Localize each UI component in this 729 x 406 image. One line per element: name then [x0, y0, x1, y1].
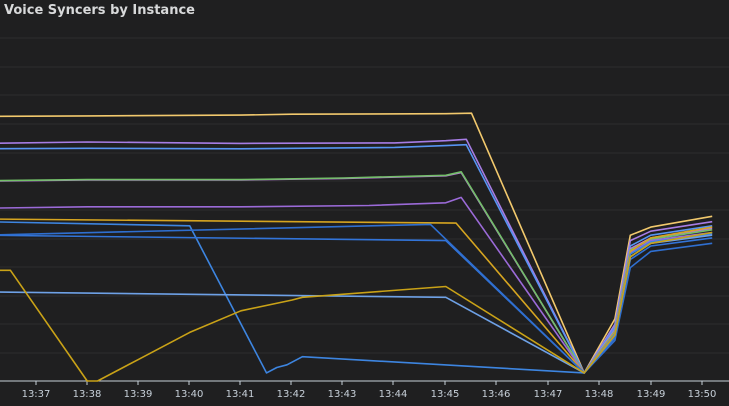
x-tick-label: 13:41	[226, 389, 255, 400]
x-tick-label: 13:42	[277, 389, 306, 400]
x-tick-label: 13:40	[175, 389, 204, 400]
x-tick-label: 13:39	[124, 389, 153, 400]
x-tick-label: 13:45	[431, 389, 460, 400]
x-tick-label: 13:44	[379, 389, 408, 400]
series-line-2	[0, 143, 713, 374]
x-tick-label: 13:48	[585, 389, 614, 400]
x-tick-label: 13:38	[73, 389, 102, 400]
x-tick-label: 13:49	[637, 389, 666, 400]
series-line-0	[0, 112, 713, 374]
x-tick-label: 13:46	[482, 389, 511, 400]
series-line-7	[0, 221, 713, 374]
series-line-9	[0, 223, 713, 374]
x-tick-label: 13:47	[534, 389, 563, 400]
series-line-10	[0, 234, 713, 374]
x-tick-label: 13:43	[328, 389, 357, 400]
series-line-5	[0, 196, 713, 374]
x-tick-label: 13:37	[22, 389, 51, 400]
series-line-8	[0, 234, 713, 374]
panel-title: Voice Syncers by Instance	[4, 3, 195, 18]
series-line-1	[0, 138, 713, 374]
series-line-11	[0, 231, 713, 382]
x-tick-label: 13:50	[688, 389, 717, 400]
series-line-4	[0, 171, 713, 374]
